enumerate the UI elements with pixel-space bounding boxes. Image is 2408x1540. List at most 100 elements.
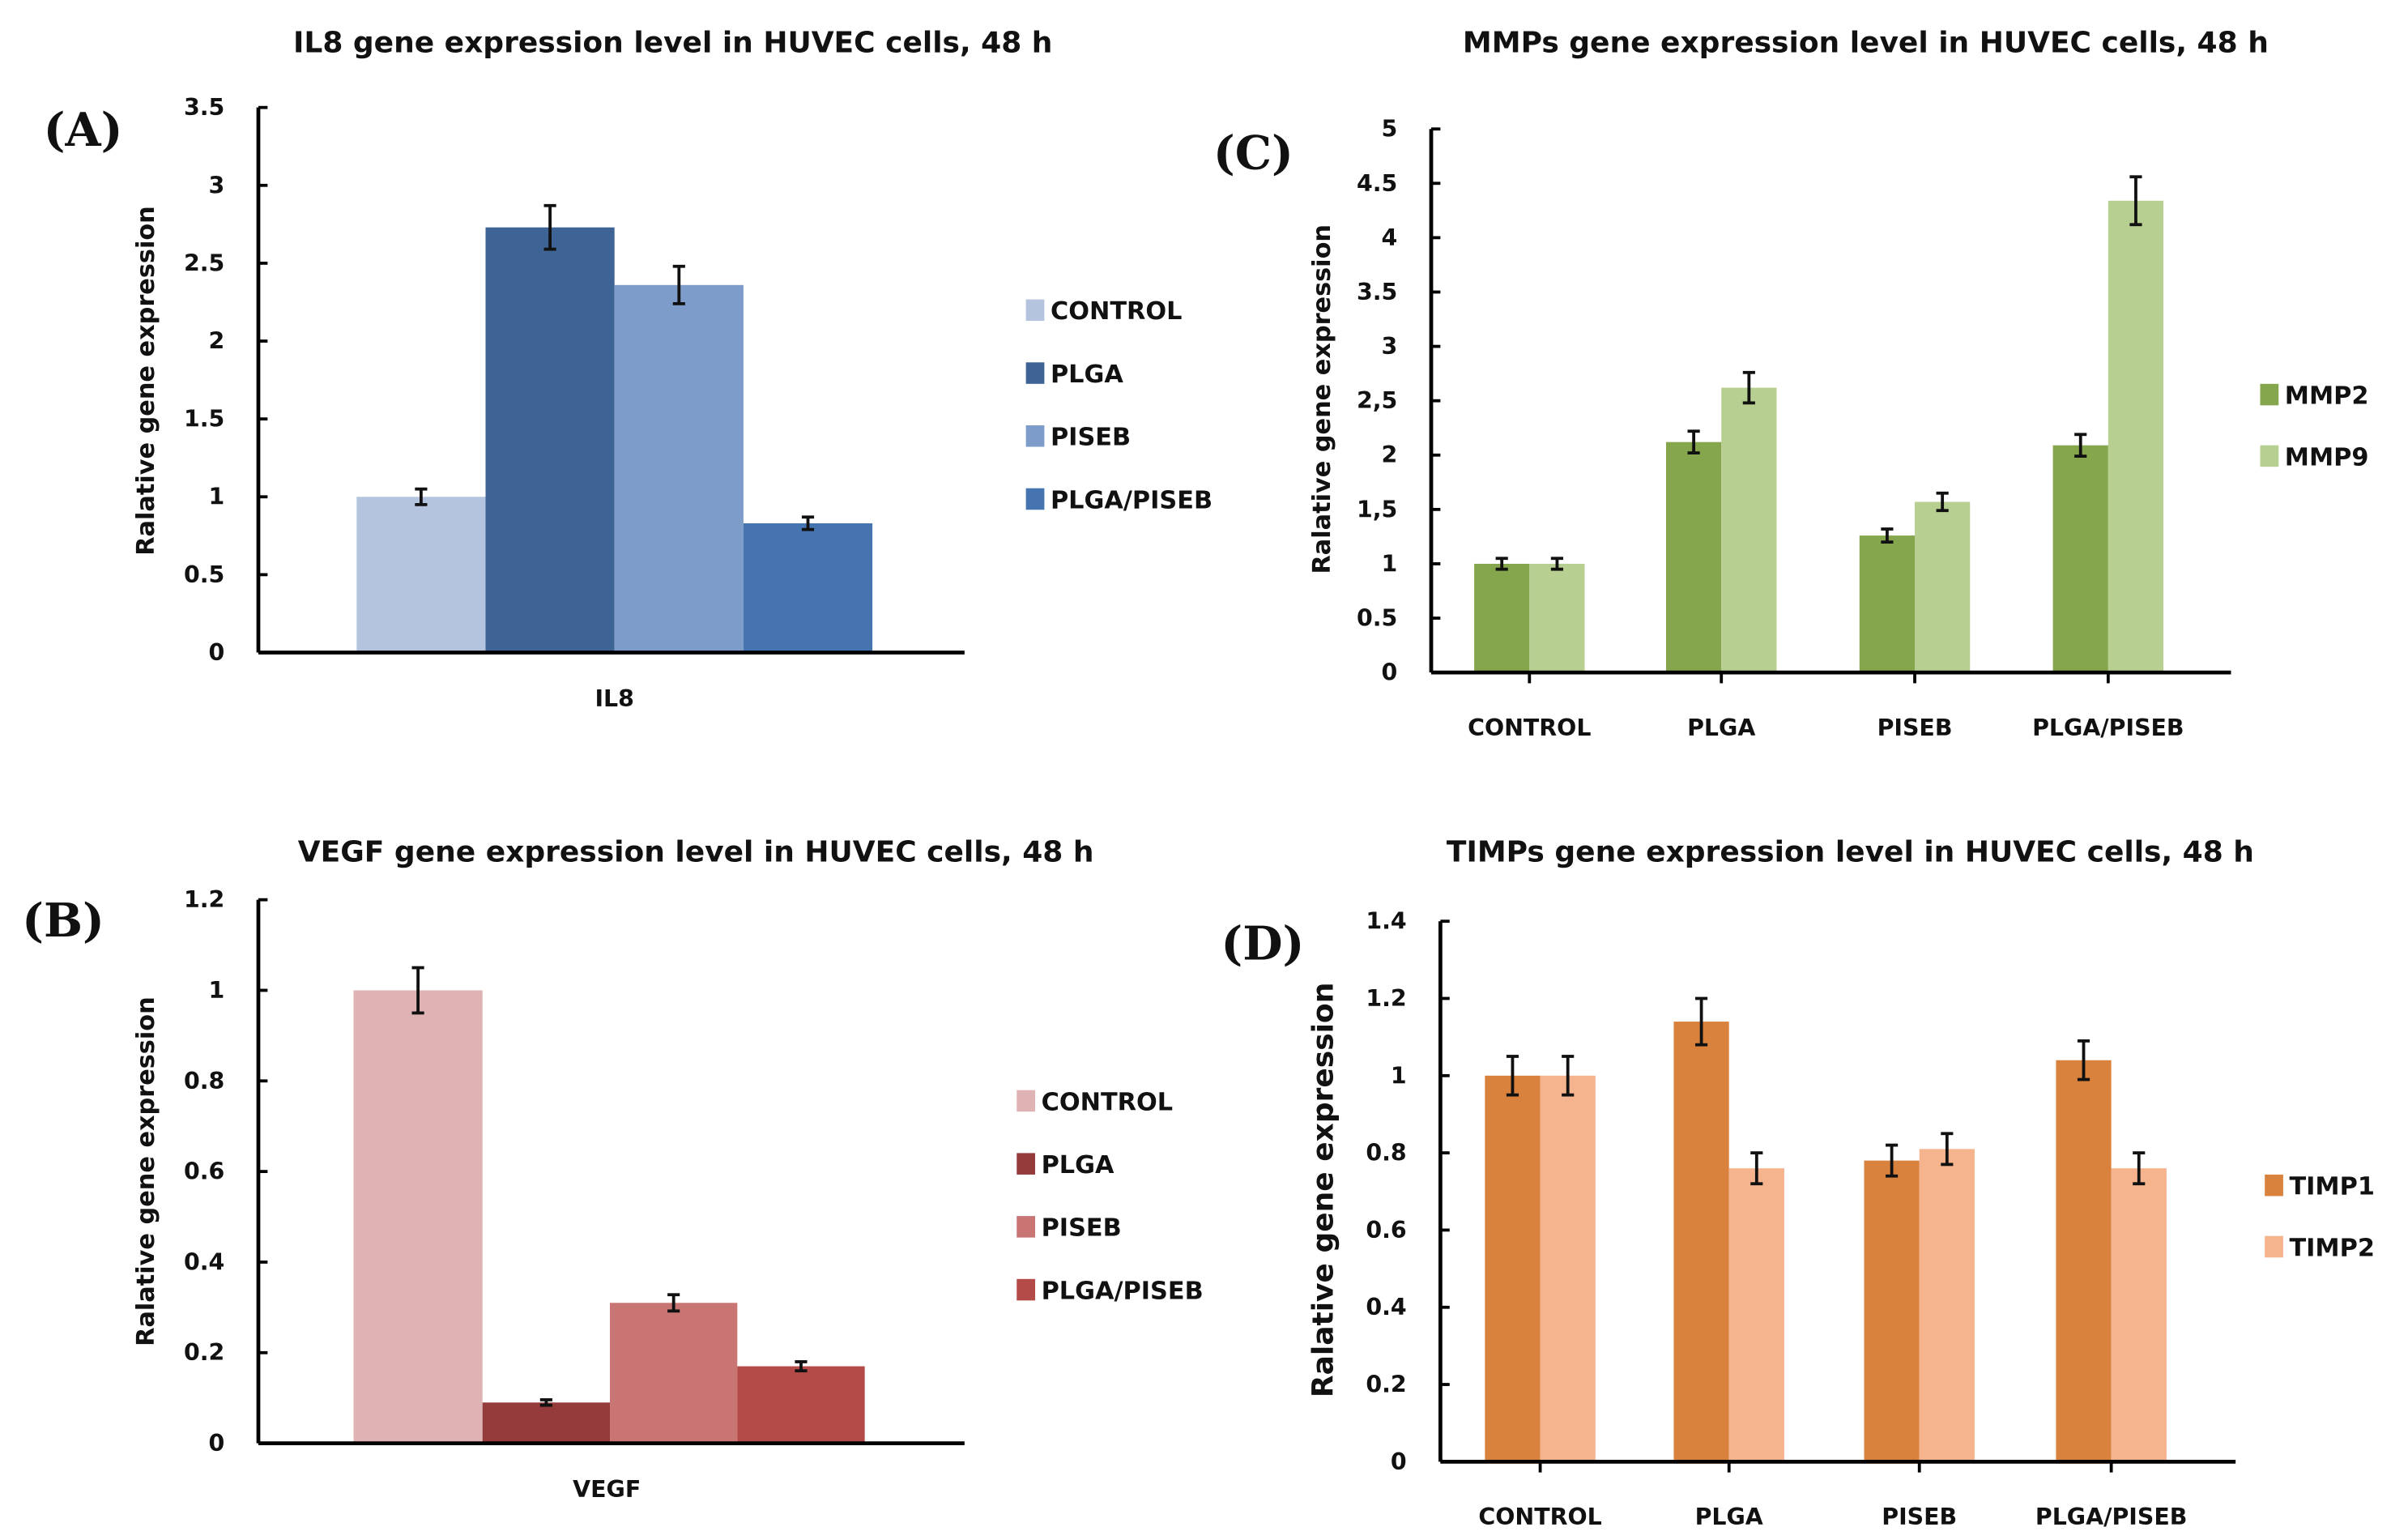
- chart-title: TIMPs gene expression level in HUVEC cel…: [1447, 835, 2254, 868]
- y-tick-label: 0: [209, 639, 225, 666]
- legend-swatch: [2265, 1235, 2283, 1258]
- y-tick-label: 0.4: [184, 1248, 224, 1275]
- y-tick-label: 1.2: [1366, 985, 1406, 1012]
- y-tick-label: 4.5: [1357, 170, 1397, 197]
- y-tick-label: 1: [209, 484, 225, 510]
- x-tick-label: CONTROL: [1478, 1504, 1601, 1530]
- bar-timp1: [1485, 1075, 1541, 1462]
- y-tick-label: 4: [1382, 224, 1398, 251]
- bar-mmp9: [2108, 200, 2164, 673]
- legend-label: CONTROL: [1051, 297, 1183, 326]
- chart-panel-c: MMPs gene expression level in HUVEC cell…: [1213, 26, 2369, 740]
- y-tick-label: 1: [209, 977, 225, 1004]
- chart-title: VEGF gene expression level in HUVEC cell…: [298, 835, 1094, 868]
- bar-timp1: [1673, 1022, 1729, 1462]
- y-tick-label: 2.5: [184, 250, 224, 276]
- bar-mmp9: [1529, 563, 1585, 673]
- y-tick-label: 0: [1391, 1448, 1407, 1475]
- y-tick-label: 0: [209, 1430, 225, 1457]
- bar-plga: [485, 227, 615, 653]
- legend-label: MMP9: [2285, 443, 2369, 471]
- y-tick-label: 0.6: [184, 1158, 224, 1185]
- y-tick-label: 1.2: [184, 886, 224, 913]
- legend-swatch: [1025, 425, 1045, 447]
- legend-label: PLGA/PISEB: [1042, 1277, 1204, 1305]
- chart-panel-d: TIMPs gene expression level in HUVEC cel…: [1221, 835, 2375, 1530]
- bar-timp1: [2056, 1060, 2112, 1462]
- bar-timp2: [1728, 1168, 1784, 1462]
- legend-label: PLGA: [1051, 360, 1123, 389]
- legend-label: CONTROL: [1042, 1088, 1174, 1116]
- x-tick-label: PLGA: [1695, 1504, 1763, 1530]
- x-tick-label: IL8: [595, 685, 633, 712]
- bar-control: [353, 990, 483, 1444]
- x-tick-label: PLGA/PISEB: [2032, 715, 2184, 741]
- y-axis-label: Ralative gene expression: [1308, 224, 1336, 574]
- legend-label: PLGA/PISEB: [1051, 486, 1213, 514]
- bar-piseb: [610, 1303, 738, 1444]
- bar-timp2: [2111, 1168, 2167, 1462]
- bar-plga-piseb: [743, 523, 873, 653]
- bar-control: [356, 497, 486, 653]
- y-tick-label: 2: [1382, 442, 1398, 468]
- x-tick-label: PISEB: [1882, 1504, 1957, 1530]
- y-tick-label: 3.5: [184, 94, 224, 121]
- x-tick-label: VEGF: [573, 1476, 641, 1503]
- bar-mmp9: [1721, 387, 1777, 673]
- bar-piseb: [614, 284, 744, 653]
- legend-swatch: [1025, 488, 1045, 510]
- y-tick-label: 0.8: [184, 1068, 224, 1094]
- y-tick-label: 0: [1382, 659, 1398, 686]
- x-tick-label: PISEB: [1877, 715, 1953, 741]
- legend-swatch: [1025, 299, 1045, 322]
- legend-label: PISEB: [1042, 1214, 1122, 1243]
- bar-mmp2: [1665, 442, 1722, 673]
- legend-label: PISEB: [1051, 424, 1131, 452]
- y-tick-label: 3: [1382, 333, 1398, 360]
- y-axis-label: Ralative gene expression: [132, 206, 160, 556]
- y-tick-label: 0.8: [1366, 1140, 1406, 1167]
- x-tick-label: PLGA: [1687, 715, 1755, 741]
- panel-label: (D): [1221, 918, 1304, 971]
- legend-swatch: [1016, 1216, 1036, 1238]
- x-tick-label: CONTROL: [1468, 715, 1591, 741]
- bar-timp1: [1864, 1160, 1920, 1462]
- y-tick-label: 3.5: [1357, 279, 1397, 305]
- legend-label: PLGA: [1042, 1151, 1114, 1180]
- bar-mmp9: [1915, 501, 1971, 673]
- chart-title: IL8 gene expression level in HUVEC cells…: [293, 26, 1052, 59]
- chart-panel-b: VEGF gene expression level in HUVEC cell…: [22, 835, 1204, 1503]
- legend-swatch: [1025, 362, 1045, 384]
- chart-panel-a: IL8 gene expression level in HUVEC cells…: [44, 26, 1213, 711]
- legend-swatch: [2265, 1174, 2283, 1197]
- y-tick-label: 1: [1382, 550, 1398, 577]
- bar-timp2: [1919, 1149, 1975, 1462]
- y-tick-label: 0.6: [1366, 1217, 1406, 1244]
- y-tick-label: 2,5: [1357, 387, 1397, 414]
- y-tick-label: 5: [1382, 116, 1398, 143]
- y-tick-label: 0.5: [1357, 605, 1397, 632]
- y-tick-label: 1,5: [1357, 496, 1397, 523]
- y-tick-label: 3: [209, 172, 225, 198]
- y-tick-label: 0.2: [184, 1339, 224, 1366]
- legend-label: MMP2: [2285, 382, 2369, 410]
- bar-plga-piseb: [737, 1366, 865, 1444]
- y-tick-label: 0.4: [1366, 1294, 1406, 1320]
- y-tick-label: 1.5: [184, 406, 224, 433]
- y-tick-label: 0.2: [1366, 1371, 1406, 1398]
- y-tick-label: 0.5: [184, 561, 224, 588]
- legend-swatch: [1016, 1153, 1036, 1175]
- panel-label: (B): [22, 894, 104, 948]
- legend-swatch: [2260, 445, 2279, 467]
- bar-mmp2: [2052, 445, 2108, 673]
- legend-swatch: [1016, 1090, 1036, 1112]
- legend-swatch: [1016, 1278, 1036, 1301]
- panel-label: (A): [44, 104, 123, 157]
- panel-label: (C): [1213, 126, 1294, 180]
- legend-swatch: [2260, 383, 2279, 406]
- y-tick-label: 1.4: [1366, 908, 1406, 935]
- y-tick-label: 2: [209, 328, 225, 355]
- y-axis-label: Ralative gene expression: [1307, 983, 1340, 1398]
- x-tick-label: PLGA/PISEB: [2035, 1504, 2188, 1530]
